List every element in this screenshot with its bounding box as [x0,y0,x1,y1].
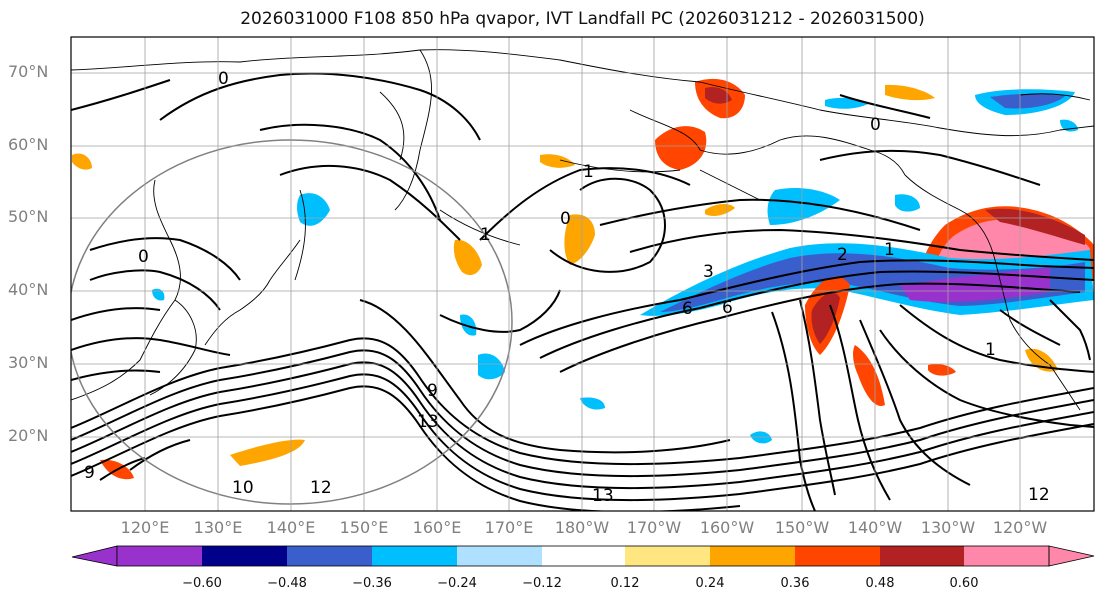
contour-labels: 0 0 1 1 0 3 6 6 9 13 13 12 12 10 9 1 2 1… [84,69,1050,506]
lat-label: 30°N [8,353,49,372]
colorbar-segment [202,546,287,566]
colorbar-segment [795,546,880,566]
lat-label: 50°N [8,207,49,226]
contour-label: 1 [985,340,996,360]
lat-label: 20°N [8,426,49,445]
contour-label: 0 [560,209,571,229]
contour-label: 0 [870,115,881,135]
lon-label: 140°W [847,518,903,537]
gridlines [71,37,1094,511]
colorbar-segment [710,546,795,566]
colorbar-tick-label: −0.36 [352,576,392,591]
contour-label: 9 [84,463,95,483]
colorbar-tick-label: −0.48 [267,576,307,591]
colorbar-segment [372,546,457,566]
colorbar-frame [116,545,1050,567]
colorbar-segment [625,546,710,566]
colorbar-tick-label: −0.60 [182,576,222,591]
coastlines [71,49,1094,411]
colorbar [71,545,1095,567]
colorbar-tick-label: 0.24 [695,576,725,591]
contour-label: 1 [884,240,895,260]
lat-label: 60°N [8,135,49,154]
colorbar-segment [117,546,202,566]
colorbar-tick-label: 0.36 [780,576,810,591]
map-panel: 0 0 1 1 0 3 6 6 9 13 13 12 12 10 9 1 2 1… [71,37,1094,511]
contour-label: 0 [138,247,149,267]
colorbar-tick-label: −0.24 [437,576,477,591]
lon-label: 150°W [774,518,830,537]
lon-label: 170°E [484,518,534,537]
lon-label: 160°E [412,518,462,537]
contour-label: 3 [703,262,714,282]
contour-label: 6 [682,299,693,319]
contour-label: 9 [427,381,438,401]
contour-lines [71,72,1094,511]
lon-label: 160°W [699,518,755,537]
map-title: 2026031000 F108 850 hPa qvapor, IVT Land… [240,9,925,29]
colorbar-tick-label: −0.12 [522,576,562,591]
lon-label: 170°W [626,518,682,537]
lon-label: 130°E [193,518,243,537]
lon-label: 120°W [992,518,1048,537]
region-circle [71,139,513,505]
colorbar-tick-label: 0.48 [865,576,895,591]
lon-label: 120°E [120,518,170,537]
contour-label: 12 [310,478,332,498]
lon-label: 180°W [554,518,610,537]
contour-label: 6 [722,298,733,318]
colorbar-tick-label: 0.12 [610,576,640,591]
contour-label: 12 [1028,485,1050,505]
colorbar-left-arrow [71,545,118,567]
colorbar-segment [880,546,964,566]
map-frame [70,36,1095,512]
lon-label: 140°E [266,518,316,537]
contour-label: 10 [232,478,254,498]
colorbar-segment [964,546,1049,566]
colorbar-tick-label: 0.60 [949,576,979,591]
lat-label: 70°N [8,62,49,81]
colorbar-segment [542,546,625,566]
contour-label: 0 [218,69,229,89]
lon-label: 150°E [339,518,389,537]
lat-label: 40°N [8,280,49,299]
contour-label: 13 [417,412,439,432]
contour-label: 1 [480,225,491,245]
contour-label: 2 [837,245,848,265]
colorbar-segment [287,546,372,566]
colorbar-segment [457,546,542,566]
contour-label: 1 [583,162,594,182]
contour-label: 13 [592,486,614,506]
colorbar-right-arrow [1048,545,1095,567]
lon-label: 130°W [920,518,976,537]
